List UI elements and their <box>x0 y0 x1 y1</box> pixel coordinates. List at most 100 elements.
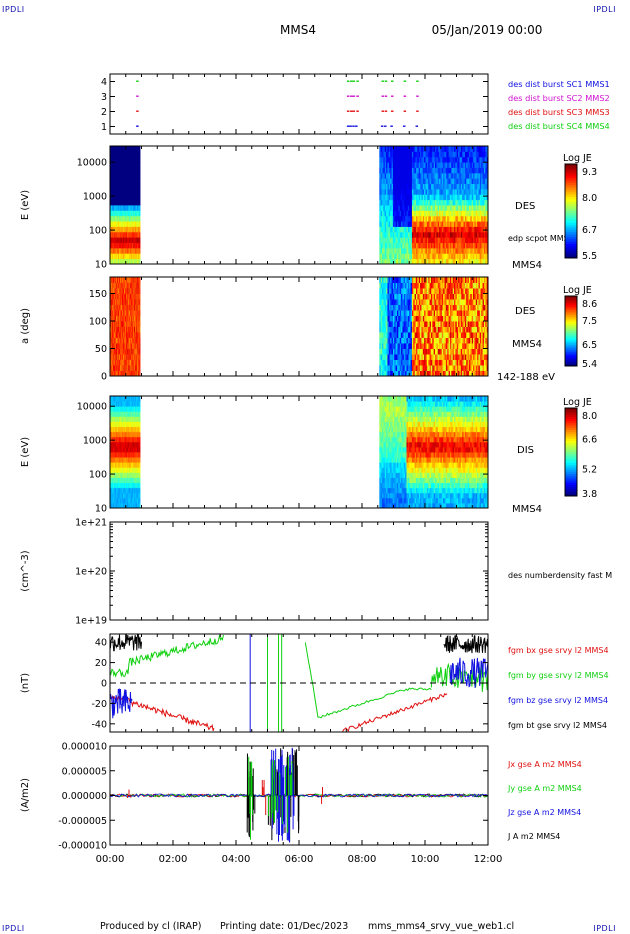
des-energy-cell <box>391 172 394 179</box>
des-energy-cell <box>475 199 478 206</box>
des-energy-cell <box>460 146 463 152</box>
des-energy-cell <box>399 231 402 238</box>
des-energy-cell <box>390 146 393 152</box>
des-energy-cell <box>405 178 407 185</box>
burst-mark <box>402 125 406 127</box>
des-energy-cell <box>485 210 488 217</box>
des-energy-cell <box>424 247 427 254</box>
des-energy-cell <box>413 205 416 211</box>
des-energy-cell <box>471 226 474 233</box>
des-energy-cell <box>479 221 482 227</box>
des-energy-cell <box>463 247 466 254</box>
des-energy-cell <box>485 205 488 211</box>
des-energy-cell <box>403 253 406 260</box>
des-energy-cell <box>379 247 382 254</box>
des-energy-cell <box>474 258 477 265</box>
des-energy-cell <box>481 237 484 244</box>
des-energy-cell <box>392 188 395 195</box>
burst-mark <box>346 80 350 82</box>
des-energy-cell <box>411 146 414 152</box>
des-energy-cell <box>464 156 467 163</box>
des-energy-cell <box>386 247 388 254</box>
des-energy-cell <box>454 226 456 233</box>
des-energy-cell <box>403 242 406 249</box>
des-energy-cell <box>424 237 427 244</box>
des-energy-cell <box>482 194 485 201</box>
des-energy-cell <box>386 178 388 185</box>
des-energy-cell <box>485 226 488 233</box>
des-energy-cell <box>474 194 477 201</box>
des-energy-cell <box>384 183 387 190</box>
des-energy-cell <box>444 188 447 195</box>
des-energy-cell <box>403 167 406 174</box>
des-energy-cell <box>399 253 402 260</box>
des-energy-cell <box>425 210 428 217</box>
des-energy-cell <box>407 162 410 168</box>
des-energy-cell <box>477 221 479 227</box>
des-energy-cell <box>411 210 414 217</box>
des-energy-cell <box>479 237 482 244</box>
des-energy-cell <box>382 156 384 163</box>
des-energy-cell <box>436 194 439 201</box>
des-energy-cell <box>392 221 395 227</box>
des-energy-cell <box>436 242 439 249</box>
des-energy-cell <box>383 146 386 152</box>
des-energy-cell <box>384 205 387 211</box>
des-energy-cell <box>391 226 394 233</box>
des-energy-cell <box>477 194 479 201</box>
des-energy-cell <box>482 178 485 185</box>
des-energy-cell <box>443 205 446 211</box>
des-energy-cell <box>478 156 481 163</box>
des-energy-cell <box>463 210 466 217</box>
des-energy-cell <box>445 156 448 163</box>
burst-mark <box>384 110 388 112</box>
des-energy-cell <box>467 221 470 227</box>
des-energy-cell <box>398 247 401 254</box>
des-energy-cell <box>406 215 409 222</box>
des-energy-cell <box>454 172 456 179</box>
des-energy-cell <box>454 237 456 244</box>
des-energy-cell <box>445 247 448 254</box>
des-energy-cell <box>380 242 383 249</box>
des-energy-cell <box>432 151 435 158</box>
des-energy-cell <box>481 156 484 163</box>
des-energy-cell <box>424 167 427 174</box>
des-energy-cell <box>413 210 416 217</box>
des-energy-cell <box>462 226 465 233</box>
des-energy-cell <box>383 215 386 222</box>
des-energy-cell <box>420 242 422 249</box>
des-energy-cell <box>410 226 413 233</box>
des-energy-cell <box>402 167 405 174</box>
des-energy-cell <box>416 151 418 158</box>
des-energy-cell <box>433 215 436 222</box>
des-energy-cell <box>478 237 481 244</box>
burst-y-tick-label: 2 <box>101 107 107 118</box>
des-energy-cell <box>387 237 390 244</box>
des-energy-cell <box>474 151 477 158</box>
des-energy-cell <box>414 205 417 211</box>
des-energy-cell <box>463 167 466 174</box>
des-energy-cell <box>424 253 427 260</box>
des-energy-cell <box>478 172 481 179</box>
des-energy-cell <box>464 199 467 206</box>
des-energy-cell <box>398 237 401 244</box>
burst-mark <box>381 95 385 97</box>
des-energy-cell <box>482 167 485 174</box>
des-energy-cell <box>452 221 455 227</box>
des-energy-cell <box>466 156 469 163</box>
des-energy-cell <box>462 156 465 163</box>
des-energy-cell <box>482 226 485 233</box>
des-energy-cell <box>403 205 406 211</box>
des-energy-cell <box>390 253 393 260</box>
des-energy-cell <box>421 253 424 260</box>
des-energy-cell <box>456 178 459 185</box>
des-energy-cell <box>474 215 477 222</box>
des-energy-cell <box>420 146 422 152</box>
des-energy-cell <box>460 215 463 222</box>
des-energy-cell <box>391 253 394 260</box>
des-energy-cell <box>416 188 418 195</box>
des-energy-cell <box>437 237 440 244</box>
des-energy-cell <box>439 205 441 211</box>
des-energy-cell <box>452 194 455 201</box>
des-energy-cell <box>411 156 414 163</box>
